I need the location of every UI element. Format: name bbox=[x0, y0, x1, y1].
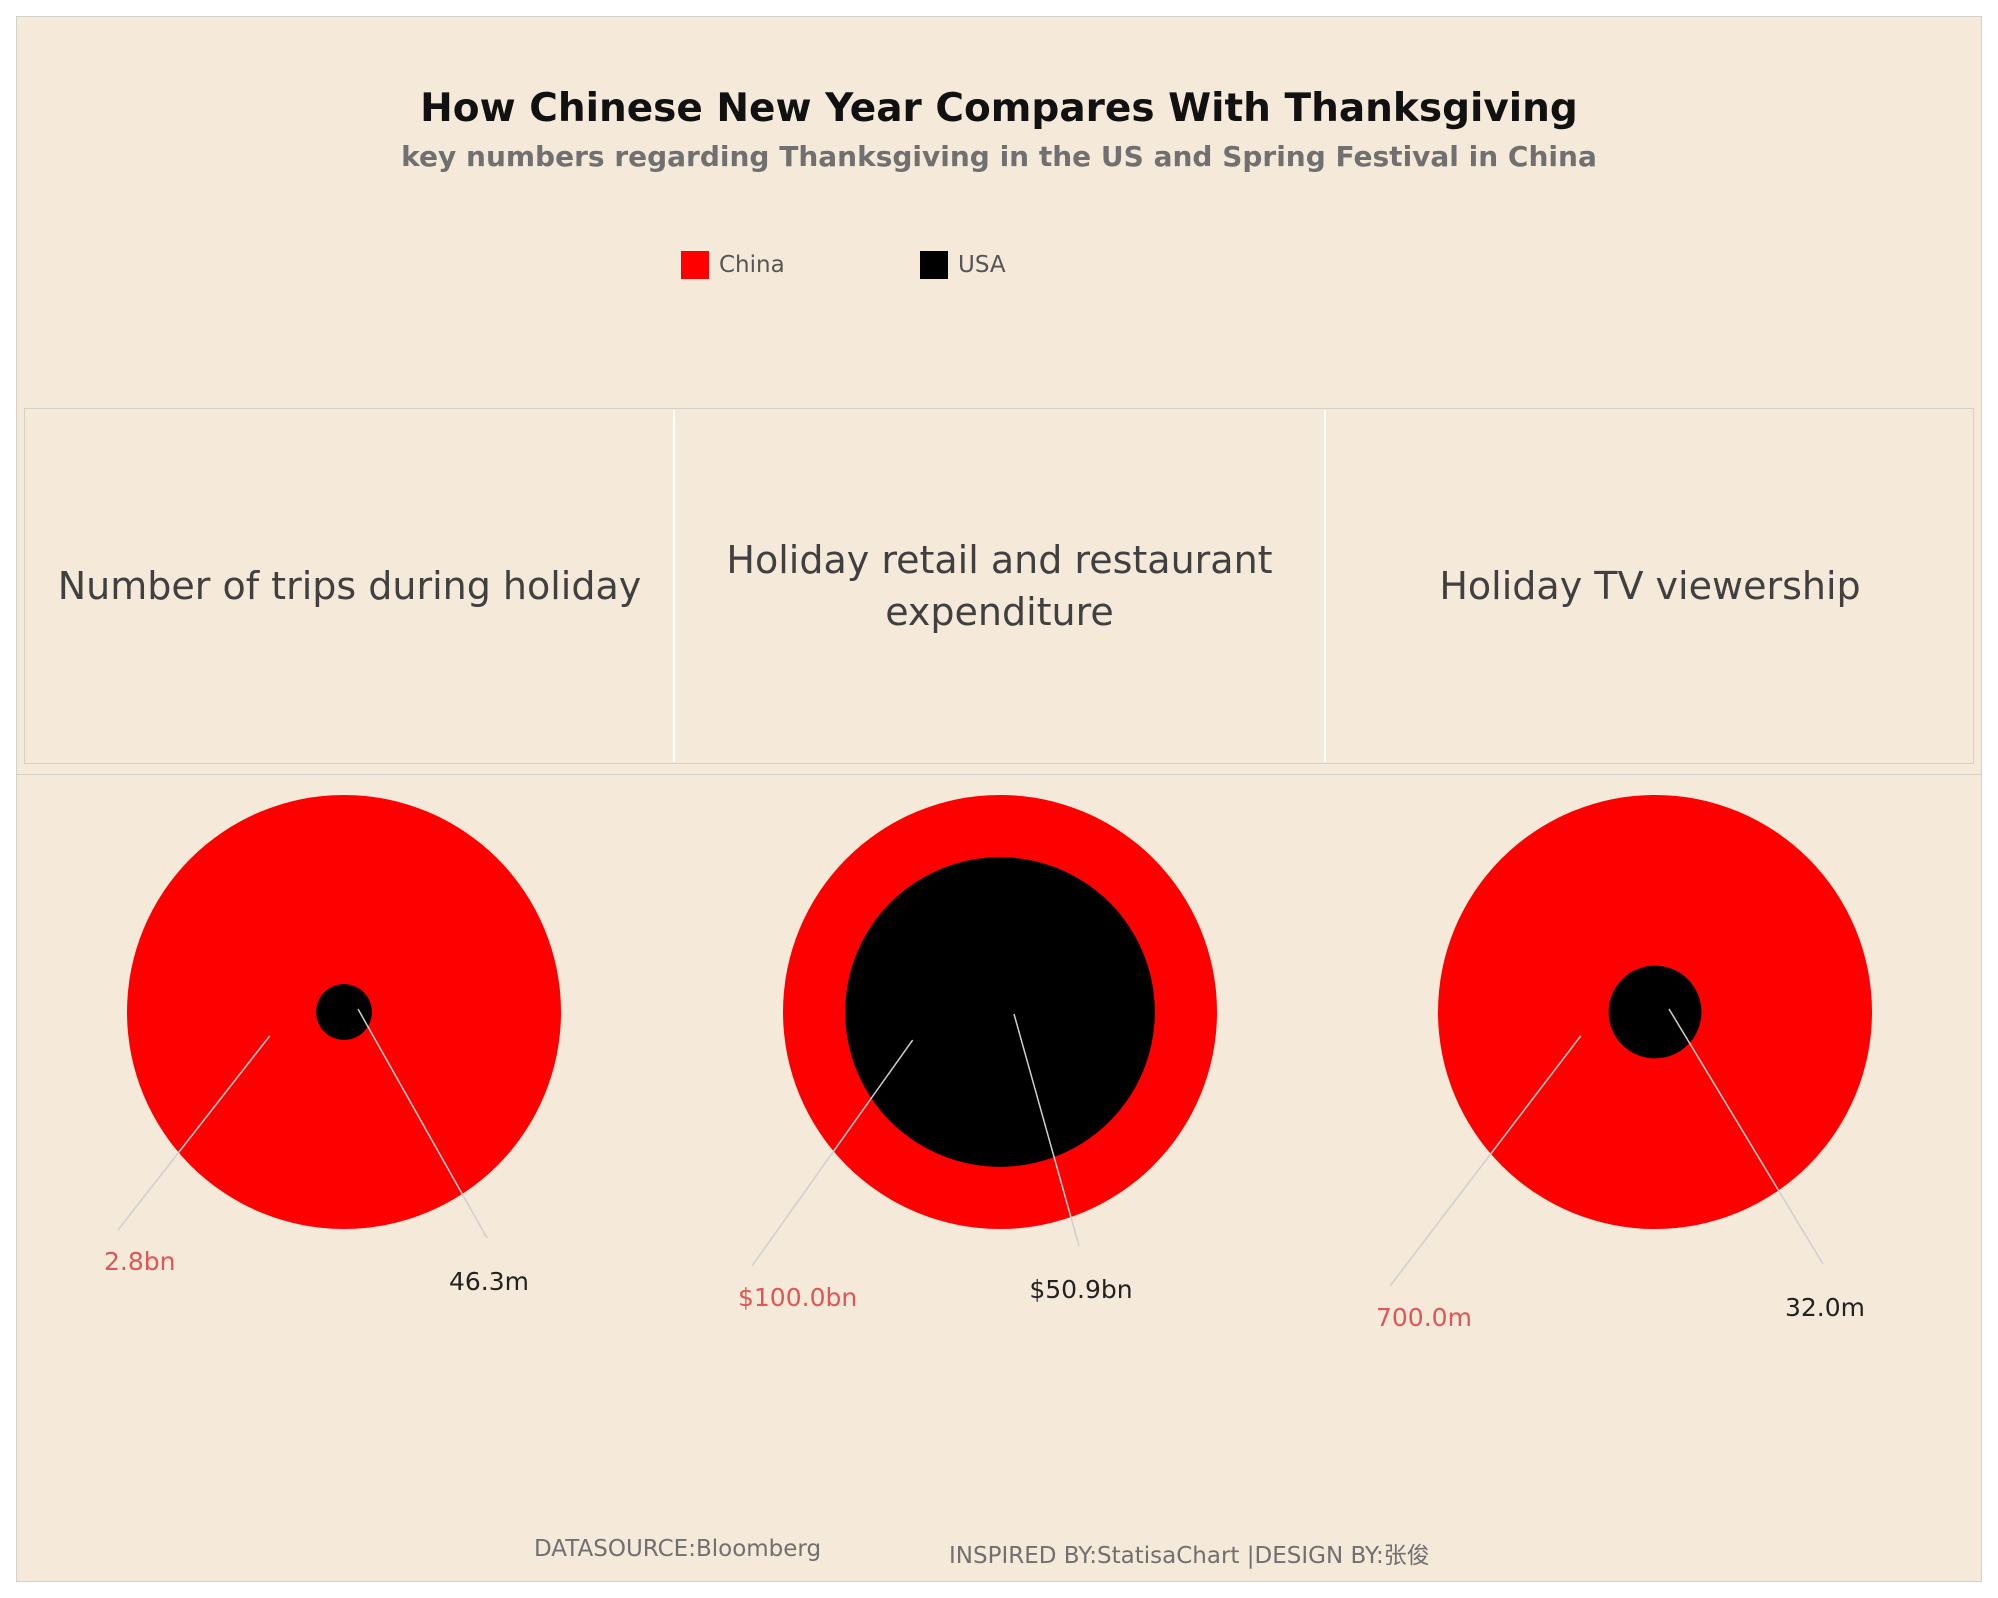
footer-source: DATASOURCE:Bloomberg bbox=[534, 1536, 822, 1562]
chart-title: How Chinese New Year Compares With Thank… bbox=[420, 86, 1578, 131]
leader-line-usa-tv bbox=[1668, 1008, 1824, 1265]
leader-line-china-expenditure bbox=[751, 1039, 914, 1267]
data-label-usa-trips: 46.3m bbox=[449, 1267, 529, 1296]
legend-label-china: China bbox=[719, 252, 785, 278]
leader-line-china-tv bbox=[1389, 1035, 1582, 1287]
bubble-usa-trips[interactable] bbox=[316, 984, 372, 1040]
panel-title-tv-viewership: Holiday TV viewership bbox=[1439, 563, 1861, 608]
panel-title-expenditure: Holiday retail and restaurant expenditur… bbox=[726, 537, 1273, 634]
header-divider bbox=[673, 410, 675, 762]
legend-swatch-china bbox=[681, 251, 709, 279]
panel-header-row bbox=[24, 408, 1974, 764]
header-divider bbox=[1324, 410, 1326, 762]
bubble-usa-tv[interactable] bbox=[1608, 965, 1702, 1059]
data-label-china-trips: 2.8bn bbox=[104, 1247, 175, 1276]
panel-title-trips: Number of trips during holiday bbox=[57, 563, 642, 608]
leader-line-usa-expenditure bbox=[1013, 1013, 1080, 1247]
panel-body bbox=[16, 774, 1982, 1582]
bubble-usa-expenditure[interactable] bbox=[845, 857, 1155, 1167]
data-label-usa-expenditure: $50.9bn bbox=[1029, 1275, 1132, 1304]
legend-item-china[interactable]: China bbox=[681, 250, 785, 280]
leader-line-china-trips bbox=[117, 1035, 271, 1231]
footer-credits: INSPIRED BY:StatisaChart |DESIGN BY:张俊 bbox=[949, 1543, 1430, 1569]
legend-label-usa: USA bbox=[958, 252, 1006, 278]
legend-swatch-usa bbox=[920, 251, 948, 279]
legend-item-usa[interactable]: USA bbox=[920, 250, 1006, 280]
leader-line-usa-trips bbox=[357, 1008, 488, 1239]
data-label-china-tv: 700.0m bbox=[1376, 1303, 1472, 1332]
data-label-china-expenditure: $100.0bn bbox=[738, 1283, 857, 1312]
chart-subtitle: key numbers regarding Thanksgiving in th… bbox=[401, 140, 1597, 173]
data-label-usa-tv: 32.0m bbox=[1785, 1293, 1865, 1322]
